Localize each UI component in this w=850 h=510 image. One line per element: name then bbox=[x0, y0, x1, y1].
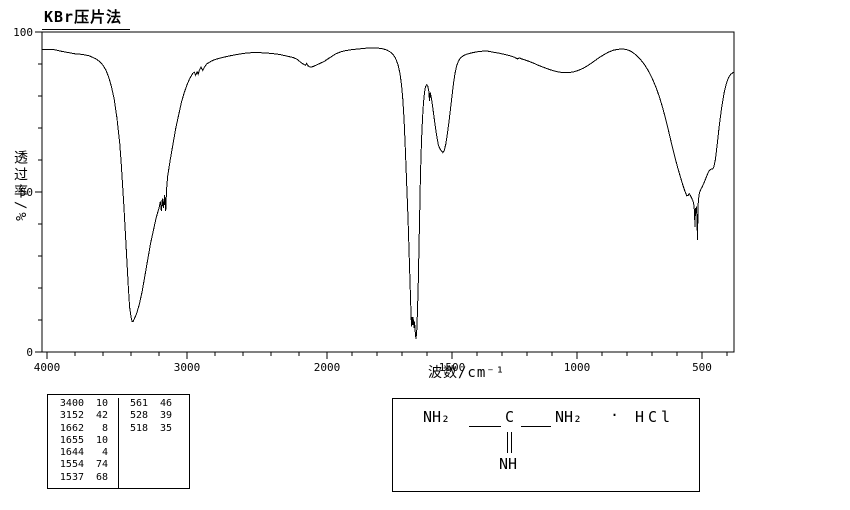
structure-hcl: HCl bbox=[635, 408, 675, 426]
peak-wavenumber: 1655 bbox=[59, 434, 84, 446]
peak-wavenumber: 561 bbox=[129, 398, 148, 409]
peak-table-row: 1554 74 bbox=[48, 459, 118, 471]
peak-table-row: 3400 10 bbox=[48, 398, 118, 410]
transmittance-curve bbox=[42, 47, 735, 340]
plot-border bbox=[41, 31, 735, 353]
peak-wavenumber: 528 bbox=[129, 410, 148, 422]
x-tick-label: 2000 bbox=[314, 361, 341, 374]
x-tick-label: 1500 bbox=[439, 361, 466, 374]
peak-transmittance: 35 bbox=[159, 422, 172, 434]
x-tick-label: 1000 bbox=[564, 361, 591, 374]
peak-table-row: 1537 68 bbox=[48, 472, 118, 484]
peak-table: 3400 10 3152 42 1662 8 1655 10 1644 4 1554 74 1537 68… bbox=[47, 394, 190, 489]
peak-transmittance: 46 bbox=[159, 398, 172, 409]
peak-transmittance: 4 bbox=[101, 447, 108, 459]
structure-nh: NH bbox=[499, 455, 518, 473]
x-tick-label: 4000 bbox=[34, 361, 61, 374]
peak-wavenumber: 1662 bbox=[59, 422, 84, 434]
peak-transmittance: 68 bbox=[95, 471, 108, 483]
peak-transmittance: 74 bbox=[95, 459, 108, 471]
x-tick-label: 500 bbox=[692, 361, 712, 374]
peak-table-left-column: 3400 10 3152 42 1662 8 1655 10 1644 4 1554 74 1537 68 bbox=[48, 398, 119, 488]
peak-table-row: 3152 42 bbox=[48, 410, 118, 422]
structure-carbon: C bbox=[505, 408, 515, 426]
y-tick-label: 0 bbox=[26, 346, 33, 359]
peak-table-row: 528 39 bbox=[118, 410, 188, 422]
peak-transmittance: 10 bbox=[95, 434, 108, 446]
x-tick-label: 3000 bbox=[174, 361, 201, 374]
peak-wavenumber: 3400 bbox=[59, 398, 84, 409]
peak-wavenumber: 1554 bbox=[59, 459, 84, 471]
peak-wavenumber: 1644 bbox=[59, 447, 84, 459]
peak-wavenumber: 3152 bbox=[59, 410, 84, 422]
peak-table-row: 1644 4 bbox=[48, 447, 118, 459]
salt-separator-dot: · bbox=[610, 406, 620, 424]
x-axis-title: 波数/cm⁻¹ bbox=[428, 365, 506, 381]
peak-transmittance: 42 bbox=[95, 410, 108, 422]
chart-title: KBr压片法 bbox=[42, 6, 131, 30]
peak-table-row: 561 46 bbox=[118, 398, 188, 410]
peak-wavenumber: 1537 bbox=[59, 471, 84, 483]
structure-nh2-left: NH₂ bbox=[423, 408, 451, 426]
peak-wavenumber: 518 bbox=[129, 422, 148, 434]
peak-transmittance: 10 bbox=[95, 398, 108, 409]
peak-table-row: 518 35 bbox=[118, 423, 188, 435]
double-bond-line-2 bbox=[511, 432, 512, 453]
y-tick-label: 50 bbox=[20, 186, 33, 199]
peak-table-right-column: 561 46 528 39 518 35 bbox=[118, 398, 188, 488]
peak-table-row: 1655 10 bbox=[48, 435, 118, 447]
double-bond-line-1 bbox=[507, 432, 508, 453]
single-bond-left bbox=[469, 426, 501, 427]
molecular-structure-box: NH₂ C NH₂ · HCl NH bbox=[392, 398, 700, 492]
structure-nh2-right: NH₂ bbox=[555, 408, 583, 426]
peak-transmittance: 39 bbox=[159, 410, 172, 422]
y-axis-title: 透过率/% bbox=[12, 150, 28, 224]
peak-transmittance: 8 bbox=[101, 422, 108, 434]
y-tick-label: 100 bbox=[13, 26, 33, 39]
single-bond-right bbox=[521, 426, 551, 427]
peak-table-row: 1662 8 bbox=[48, 423, 118, 435]
